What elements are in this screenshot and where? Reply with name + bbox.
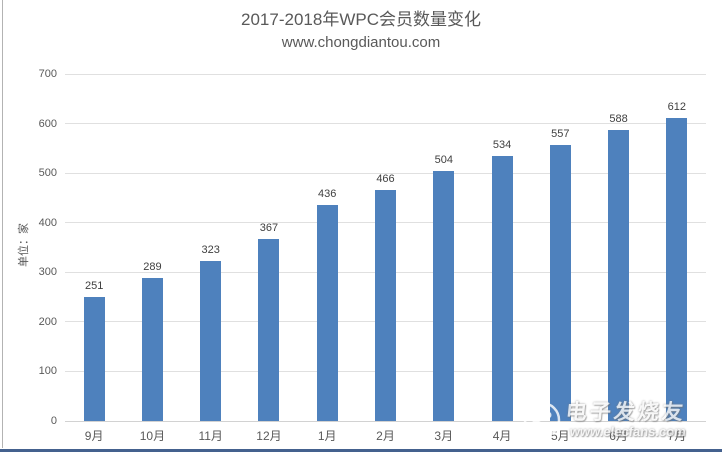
bar-value-1月: 436 xyxy=(318,187,337,200)
bar-value-4月: 534 xyxy=(492,139,512,152)
bar-value-5月: 557 xyxy=(551,127,570,140)
x-tick-9月: 9月 xyxy=(84,429,104,443)
bar-2月 xyxy=(375,190,396,421)
bar-4月 xyxy=(491,156,513,421)
y-tick-200: 200 xyxy=(38,315,57,328)
gridline-700 xyxy=(65,73,706,75)
bar-value-2月: 466 xyxy=(376,173,395,185)
x-tick-1月: 1月 xyxy=(317,429,337,443)
bar-value-10月: 289 xyxy=(143,260,162,273)
bar-3月 xyxy=(433,171,455,421)
x-tick-12月: 12月 xyxy=(256,429,282,443)
x-tick-7月: 7月 xyxy=(667,429,687,443)
gridline-600 xyxy=(65,123,706,125)
y-tick-600: 600 xyxy=(38,117,57,130)
x-tick-6月: 6月 xyxy=(609,429,628,443)
bar-value-11月: 323 xyxy=(201,243,220,256)
bar-1月 xyxy=(316,204,338,421)
bar-10月 xyxy=(141,277,163,421)
bar-9月 xyxy=(83,296,105,421)
y-tick-500: 500 xyxy=(38,167,57,180)
bar-11月 xyxy=(200,260,222,421)
chart-title: 2017-2018年WPC会员数量变化 xyxy=(241,10,481,29)
y-tick-700: 700 xyxy=(38,68,57,80)
plot-area: 251 289 323 367 436 466 504 534 557 588 612 xyxy=(65,73,706,422)
y-tick-0: 0 xyxy=(50,415,57,427)
bar-value-3月: 504 xyxy=(434,154,453,167)
x-tick-3月: 3月 xyxy=(434,429,454,443)
left-border-line xyxy=(2,0,3,448)
bar-value-9月: 251 xyxy=(84,279,104,292)
y-tick-400: 400 xyxy=(38,216,57,229)
y-tick-100: 100 xyxy=(38,365,57,378)
x-tick-2月: 2月 xyxy=(376,429,395,443)
x-tick-10月: 10月 xyxy=(139,429,166,443)
gridline-500 xyxy=(65,172,706,174)
bar-value-7月: 612 xyxy=(667,100,687,113)
x-tick-5月: 5月 xyxy=(550,429,570,443)
bar-value-12月: 367 xyxy=(259,222,279,235)
bar-12月 xyxy=(258,239,280,421)
y-tick-300: 300 xyxy=(38,266,57,279)
x-tick-11月: 11月 xyxy=(198,429,223,443)
bar-6月 xyxy=(608,129,630,421)
x-tick-4月: 4月 xyxy=(492,429,512,443)
bottom-border-line xyxy=(0,449,722,452)
bar-7月 xyxy=(666,117,688,421)
bar-5月 xyxy=(549,144,571,421)
bar-value-6月: 588 xyxy=(609,112,628,125)
gridline-0 xyxy=(65,420,706,422)
chart-header: 2017-2018年WPC会员数量变化 www.chongdiantou.com xyxy=(0,8,722,54)
chart-subtitle: www.chongdiantou.com xyxy=(281,34,441,51)
